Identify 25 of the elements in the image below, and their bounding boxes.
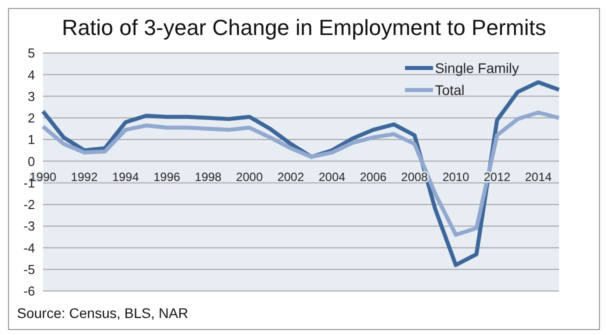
x-tick-label: 2006 (360, 170, 387, 184)
x-tick-label: 2010 (442, 170, 470, 184)
x-tick-label: 1992 (70, 170, 98, 184)
chart-title: Ratio of 3-year Change in Employment to Permits (60, 15, 548, 41)
x-tick-label: 2002 (277, 170, 304, 184)
y-tick-label: 5 (28, 46, 35, 61)
x-tick-label: 2004 (318, 170, 346, 184)
y-tick-label: -3 (23, 218, 35, 234)
legend-label: Single Family (434, 60, 519, 76)
x-tick-label: 2014 (525, 170, 552, 184)
y-tick-label: -5 (23, 262, 35, 277)
y-tick-label: -2 (23, 197, 35, 212)
x-tick-label: 2000 (236, 170, 264, 184)
y-tick-label: -6 (23, 284, 35, 299)
y-tick-label: 2 (28, 110, 35, 126)
x-tick-label: 1996 (153, 170, 181, 184)
legend-label: Total (434, 82, 465, 98)
source-note: Source: Census, BLS, NAR (17, 305, 188, 321)
y-tick-label: 3 (28, 88, 35, 104)
x-tick-label: 1994 (112, 170, 140, 184)
y-tick-label: 4 (28, 67, 35, 82)
y-tick-label: 0 (28, 154, 35, 169)
y-tick-label: -4 (23, 240, 35, 256)
x-tick-label: 1998 (194, 170, 222, 184)
y-tick-label: 1 (28, 132, 35, 148)
